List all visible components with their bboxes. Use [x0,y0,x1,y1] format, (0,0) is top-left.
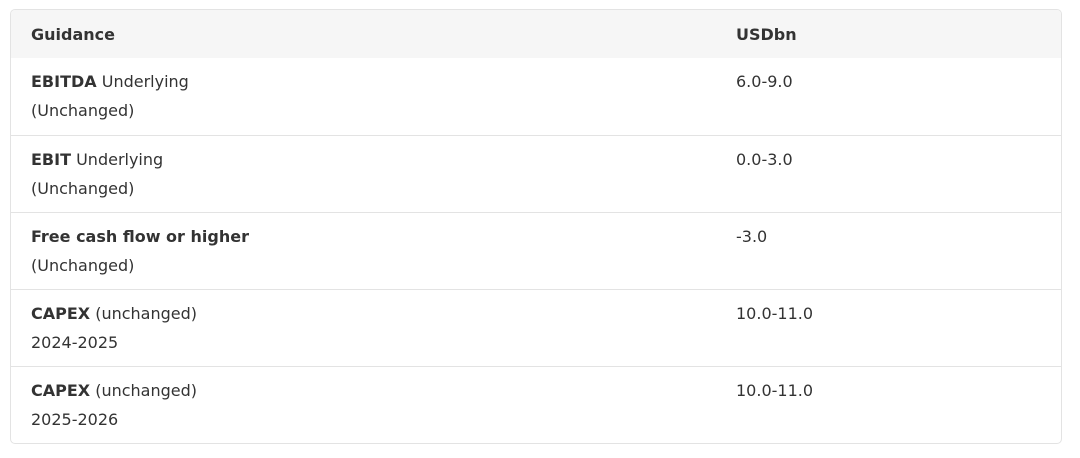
guidance-cell: Free cash flow or higher (Unchanged) [11,213,736,289]
guidance-cell: CAPEX (unchanged) 2024-2025 [11,290,736,366]
value-cell: 0.0-3.0 [736,150,793,169]
guidance-label-bold: Free cash flow or higher [31,227,249,246]
guidance-label-bold: EBITDA [31,72,97,91]
guidance-cell: EBITDA Underlying (Unchanged) [11,58,736,135]
table-row: EBIT Underlying (Unchanged) 0.0-3.0 [11,135,1061,212]
table-header: Guidance USDbn [11,10,1061,58]
value-cell: 6.0-9.0 [736,72,793,91]
guidance-note: (Unchanged) [31,256,135,275]
guidance-label-bold: EBIT [31,150,71,169]
value-cell: 10.0-11.0 [736,381,814,400]
header-usdbn: USDbn [736,24,797,44]
guidance-label-rest: (unchanged) [90,304,198,323]
table-row: EBITDA Underlying (Unchanged) 6.0-9.0 [11,58,1061,135]
guidance-label-rest: (unchanged) [90,381,198,400]
guidance-label-bold: CAPEX [31,304,91,323]
guidance-cell: CAPEX (unchanged) 2025-2026 [11,367,736,443]
guidance-note: (Unchanged) [31,179,135,198]
guidance-label-rest: Underlying [71,150,164,169]
header-guidance: Guidance [31,24,115,44]
guidance-note: 2025-2026 [31,410,119,429]
value-cell: -3.0 [736,227,768,246]
value-cell: 10.0-11.0 [736,304,814,323]
guidance-label-bold: CAPEX [31,381,91,400]
guidance-label-rest: Underlying [96,72,189,91]
guidance-note: 2024-2025 [31,333,119,352]
guidance-cell: EBIT Underlying (Unchanged) [11,136,736,212]
table-row: CAPEX (unchanged) 2024-2025 10.0-11.0 [11,289,1061,366]
guidance-note: (Unchanged) [31,101,135,120]
guidance-table: Guidance USDbn EBITDA Underlying (Unchang… [10,9,1062,444]
table-row: CAPEX (unchanged) 2025-2026 10.0-11.0 [11,366,1061,443]
table-row: Free cash flow or higher (Unchanged) -3.0 [11,212,1061,289]
